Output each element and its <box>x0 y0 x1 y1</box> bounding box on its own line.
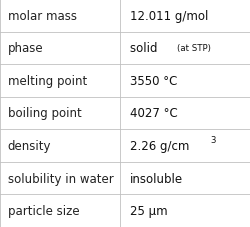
Text: boiling point: boiling point <box>8 107 81 120</box>
Text: 3550 °C: 3550 °C <box>130 75 177 88</box>
Text: 12.011 g/mol: 12.011 g/mol <box>130 10 208 23</box>
Text: 2.26 g/cm: 2.26 g/cm <box>130 139 189 152</box>
Text: (at STP): (at STP) <box>177 44 211 53</box>
Text: melting point: melting point <box>8 75 87 88</box>
Text: molar mass: molar mass <box>8 10 76 23</box>
Text: solid: solid <box>130 42 164 55</box>
Text: particle size: particle size <box>8 204 79 217</box>
Text: 4027 °C: 4027 °C <box>130 107 177 120</box>
Text: 25 µm: 25 µm <box>130 204 167 217</box>
Text: insoluble: insoluble <box>130 172 182 185</box>
Text: solubility in water: solubility in water <box>8 172 113 185</box>
Text: phase: phase <box>8 42 43 55</box>
Text: 3: 3 <box>211 136 216 145</box>
Text: density: density <box>8 139 51 152</box>
